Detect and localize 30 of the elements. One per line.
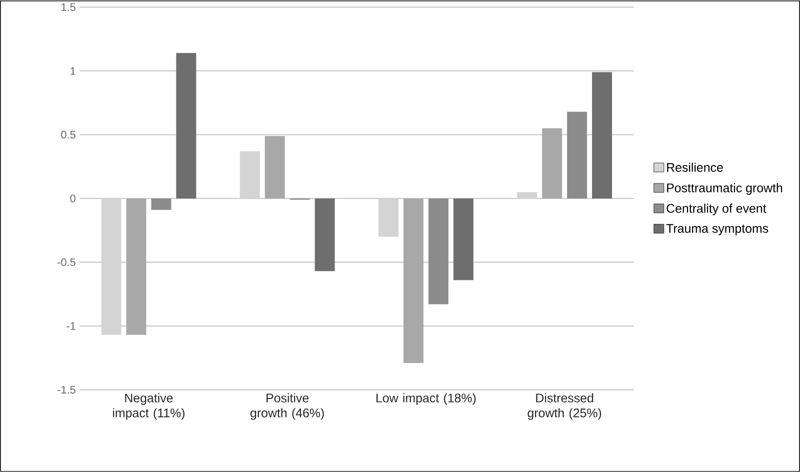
y-tick-label: 1 (70, 67, 76, 75)
bar (378, 198, 398, 237)
bar (567, 112, 588, 199)
legend-label: Posttraumatic growth (667, 183, 782, 195)
bar (403, 198, 424, 364)
legend-label: Resilience (667, 162, 723, 172)
x-tick-label: Negative impact (11%) (113, 393, 184, 420)
bar (428, 198, 448, 304)
bar (264, 136, 285, 199)
bar (542, 128, 562, 199)
bar (592, 72, 612, 199)
bar (314, 198, 335, 272)
bar (453, 198, 474, 280)
bar (126, 198, 146, 336)
y-tick-label: -1 (66, 322, 76, 330)
bar (101, 198, 122, 336)
y-tick-label: 0 (70, 194, 76, 202)
bar (176, 53, 196, 199)
y-tick-label: 1.5 (62, 3, 76, 12)
x-tick-label: Distressed growth (25%) (528, 393, 602, 420)
x-tick-label: Low impact (18%) (376, 393, 476, 405)
x-tick-label: Positive growth (46%) (250, 393, 324, 420)
y-tick-label: 0.5 (61, 130, 76, 139)
bar (517, 192, 538, 199)
legend-label: Trauma symptoms (666, 224, 768, 236)
bar (240, 151, 260, 199)
bar (151, 198, 172, 210)
y-tick-label: -0.5 (58, 258, 76, 266)
legend-label: Centrality of event (666, 204, 766, 216)
y-tick-label: -1.5 (58, 386, 76, 394)
